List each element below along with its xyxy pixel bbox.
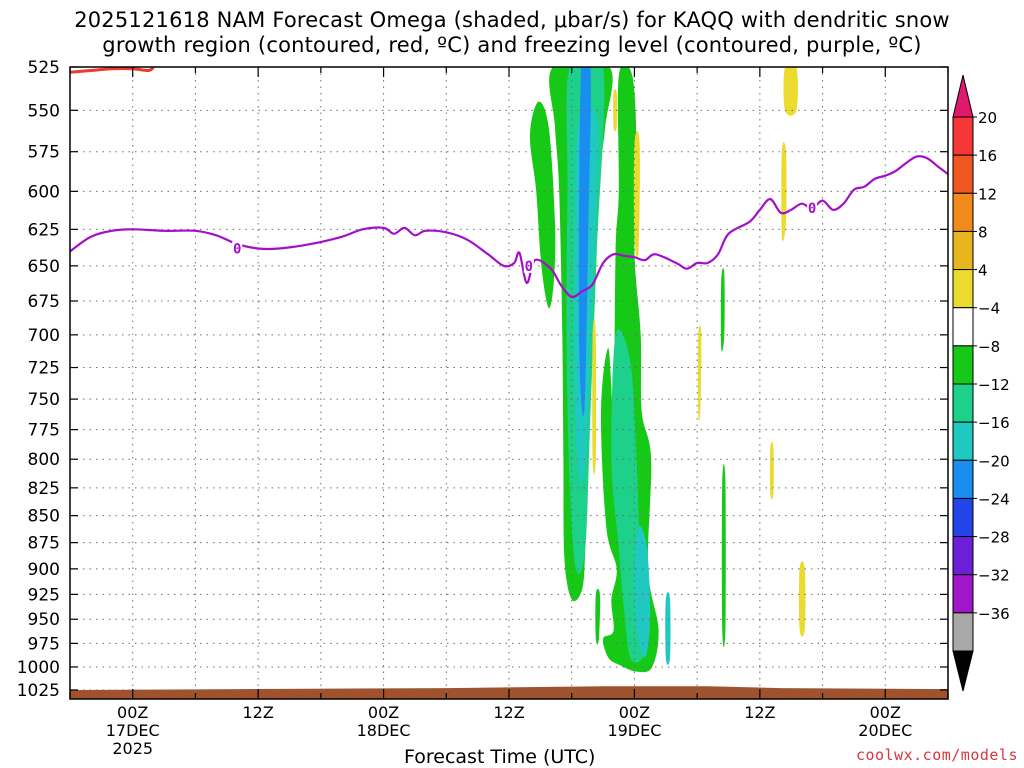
colorbar-label: 20 <box>978 109 997 127</box>
y-tick-label: 950 <box>28 610 60 630</box>
grid-layer <box>70 67 948 699</box>
contour-label-bg <box>807 200 818 216</box>
freezing-level-label: 0 <box>808 201 816 217</box>
omega-area-17 <box>769 441 774 500</box>
y-tick-label: 525 <box>28 58 60 78</box>
watermark-link[interactable]: coolwx.com/models <box>855 746 1018 764</box>
colorbar-swatch <box>952 612 974 652</box>
omega-area-12 <box>633 130 640 259</box>
omega-area-16 <box>783 67 798 116</box>
colorbar-label: −24 <box>978 490 1010 508</box>
freezing-level-label: 0 <box>525 259 533 275</box>
x-tick-label: 12Z <box>744 703 775 722</box>
omega-area-10 <box>721 463 726 648</box>
contour-layer: 0 0 0 <box>70 67 948 299</box>
colorbar-swatch <box>952 116 974 156</box>
x-tick-label: 00Z <box>870 703 901 722</box>
y-tick-label: 1000 <box>17 658 60 678</box>
x-tick-label: 20DEC <box>858 721 912 740</box>
y-tick-label: 675 <box>28 292 60 312</box>
x-tick-label: 12Z <box>493 703 524 722</box>
y-tick-label: 800 <box>28 450 60 470</box>
colorbar-swatch <box>952 154 974 194</box>
y-tick-label: 925 <box>28 585 60 605</box>
freezing-level-contour <box>70 155 948 299</box>
x-tick-label: 19DEC <box>607 721 661 740</box>
x-tick-label: 18DEC <box>357 721 411 740</box>
omega-shading-layer <box>529 67 806 673</box>
colorbar-label: −32 <box>978 567 1010 585</box>
omega-area-9 <box>720 267 725 352</box>
colorbar: 20 16 12 8 4 −4 −8 −12 −16 −20 −24 −28 −32 −36 <box>952 74 1010 692</box>
colorbar-label: −28 <box>978 529 1010 547</box>
colorbar-swatch <box>952 459 974 499</box>
colorbar-swatch <box>952 383 974 423</box>
omega-area-13 <box>613 89 618 132</box>
freezing-level-label: 0 <box>233 242 241 258</box>
colorbar-label: −36 <box>978 605 1010 623</box>
y-tick-label: 750 <box>28 390 60 410</box>
y-tick-label: 600 <box>28 182 60 202</box>
chart-title-line-1: 2025121618 NAM Forecast Omega (shaded, μ… <box>74 8 950 32</box>
y-tick-label: 775 <box>28 421 60 441</box>
y-tick-label: 825 <box>28 479 60 499</box>
colorbar-bottom-arrow <box>952 650 974 692</box>
y-tick-label: 700 <box>28 326 60 346</box>
y-tick-label: 900 <box>28 560 60 580</box>
x-tick-label: 2025 <box>112 739 153 758</box>
omega-area-0 <box>529 101 556 309</box>
chart-title-line-2: growth region (contoured, red, ºC) and f… <box>102 33 922 57</box>
colorbar-swatch <box>952 574 974 614</box>
omega-area-8 <box>595 588 601 645</box>
colorbar-swatch <box>952 307 974 347</box>
omega-area-15 <box>781 141 787 242</box>
colorbar-label: −12 <box>978 376 1010 394</box>
colorbar-swatch <box>952 536 974 576</box>
contour-label-bg <box>523 257 534 273</box>
colorbar-label: 12 <box>978 185 997 203</box>
x-tick-label: 00Z <box>368 703 399 722</box>
x-tick-label: 12Z <box>242 703 273 722</box>
y-tick-label: 625 <box>28 220 60 240</box>
y-tick-label: 550 <box>28 101 60 121</box>
colorbar-swatch <box>952 230 974 271</box>
colorbar-label: −20 <box>978 452 1010 470</box>
omega-area-14 <box>697 325 702 421</box>
dendritic-growth-contour <box>70 67 155 74</box>
omega-area-11 <box>665 592 671 665</box>
colorbar-label: −4 <box>978 300 1000 318</box>
colorbar-swatch <box>952 192 974 232</box>
colorbar-swatch <box>952 269 974 309</box>
plot-area <box>70 67 948 699</box>
omega-area-7 <box>634 525 651 658</box>
x-tick-label: 00Z <box>619 703 650 722</box>
y-tick-label: 575 <box>28 143 60 163</box>
colorbar-label: −8 <box>978 338 1000 356</box>
colorbar-label: −16 <box>978 414 1010 432</box>
y-tick-label: 975 <box>28 634 60 654</box>
x-axis-title: Forecast Time (UTC) <box>404 746 596 768</box>
colorbar-label: 4 <box>978 262 988 280</box>
colorbar-swatch <box>952 497 974 538</box>
x-tick-label: 17DEC <box>106 721 160 740</box>
colorbar-swatch <box>952 421 974 461</box>
y-tick-label: 875 <box>28 534 60 554</box>
colorbar-swatch <box>952 345 974 385</box>
y-tick-label: 1025 <box>17 681 60 701</box>
colorbar-top-arrow <box>952 74 974 118</box>
y-tick-label: 850 <box>28 507 60 527</box>
y-axis: 525 550 575 600 625 650 675 700 725 750 775 800 825 8… <box>17 58 948 701</box>
omega-area-18 <box>798 561 806 637</box>
y-tick-label: 650 <box>28 257 60 277</box>
contour-label-bg <box>232 240 243 256</box>
x-tick-label: 00Z <box>117 703 148 722</box>
colorbar-label: 16 <box>978 147 997 165</box>
y-tick-label: 725 <box>28 359 60 379</box>
omega-area-19 <box>592 319 597 475</box>
omega-area-4 <box>578 67 591 417</box>
colorbar-label: 8 <box>978 223 988 241</box>
